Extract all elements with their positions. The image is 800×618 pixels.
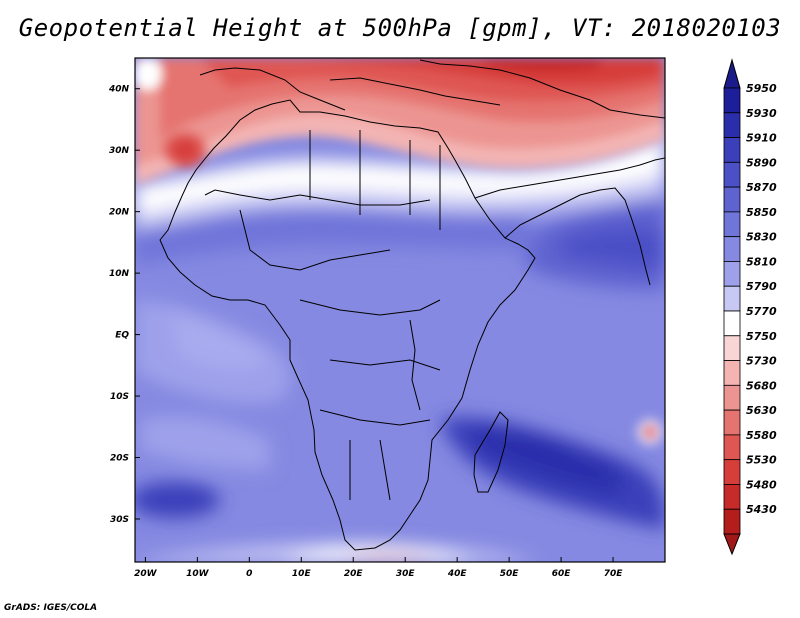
colorbar-swatch [723, 508, 741, 535]
lat-tick-label: 10S [110, 392, 129, 402]
colorbar-label: 5770 [746, 305, 777, 318]
colorbar-label: 5730 [746, 355, 777, 368]
lat-tick-label: 20S [110, 454, 129, 464]
lon-tick-label: 60E [552, 569, 572, 579]
colorbar-label: 5910 [746, 132, 777, 145]
colorbar-swatch [723, 360, 741, 386]
lat-tick-label: 10N [109, 269, 130, 279]
plot-frame [134, 57, 666, 563]
colorbar-label: 5680 [746, 379, 777, 392]
lon-tick-label: 0 [246, 569, 252, 579]
lon-tick-label: 20W [134, 569, 158, 579]
lon-tick-label: 30E [396, 569, 416, 579]
lon-tick-label: 10W [186, 569, 210, 579]
colorbar-label: 5850 [746, 206, 777, 219]
colorbar-swatch [723, 335, 741, 361]
colorbar-label: 5580 [746, 429, 777, 442]
colorbar-swatch [723, 384, 741, 411]
lon-tick-label: 20E [344, 569, 364, 579]
colorbar: 5950 5930 5910 5890 5870 5850 5830 5810 5790 5770… [723, 58, 777, 556]
colorbar-top-arrow [723, 58, 741, 89]
map-axes: 20W 10W 0 10E 20E 30E 40E 50E 60E 70E 40N 30N 20N 10N… [108, 85, 623, 579]
colorbar-swatch [723, 236, 741, 262]
colorbar-swatch [723, 484, 741, 510]
colorbar-swatch [723, 137, 741, 163]
lat-tick-label: 20N [109, 208, 130, 218]
colorbar-label: 5830 [746, 231, 777, 244]
chart-title: Geopotential Height at 500hPa [gpm], VT:… [18, 14, 782, 42]
colorbar-label: 5630 [746, 404, 777, 417]
colorbar-label: 5930 [746, 107, 777, 120]
lon-tick-label: 40E [447, 569, 468, 579]
lat-tick-label: 40N [108, 85, 130, 95]
colorbar-label: 5870 [746, 181, 777, 194]
colorbar-swatch [723, 310, 741, 337]
colorbar-label: 5480 [746, 478, 777, 491]
colorbar-label: 5810 [746, 255, 777, 268]
lat-tick-label: 30S [110, 515, 129, 525]
lat-tick-label: EQ [115, 331, 129, 341]
colorbar-swatch [723, 261, 741, 287]
colorbar-swatch [723, 112, 741, 138]
colorbar-swatch [723, 434, 741, 461]
colorbar-swatch [723, 285, 741, 312]
colorbar-label: 5750 [746, 330, 777, 343]
lat-tick-label: 30N [109, 146, 130, 156]
lon-tick-label: 10E [292, 569, 312, 579]
colorbar-swatch [723, 459, 741, 485]
colorbar-swatch [723, 409, 741, 436]
geopotential-field [135, 58, 665, 562]
colorbar-label: 5430 [746, 503, 777, 516]
colorbar-swatch [723, 87, 741, 114]
colorbar-label: 5950 [746, 82, 777, 95]
grads-credit: GrADS: IGES/COLA [4, 603, 98, 613]
colorbar-swatch [723, 211, 741, 238]
lon-tick-label: 70E [604, 569, 624, 579]
lon-tick-label: 50E [500, 569, 520, 579]
colorbar-label: 5530 [746, 454, 777, 467]
coastlines [159, 59, 665, 551]
colorbar-swatch [723, 186, 741, 213]
colorbar-swatch [723, 161, 741, 188]
colorbar-bottom-arrow [723, 533, 741, 556]
colorbar-label: 5890 [746, 156, 777, 169]
colorbar-label: 5790 [746, 280, 777, 293]
